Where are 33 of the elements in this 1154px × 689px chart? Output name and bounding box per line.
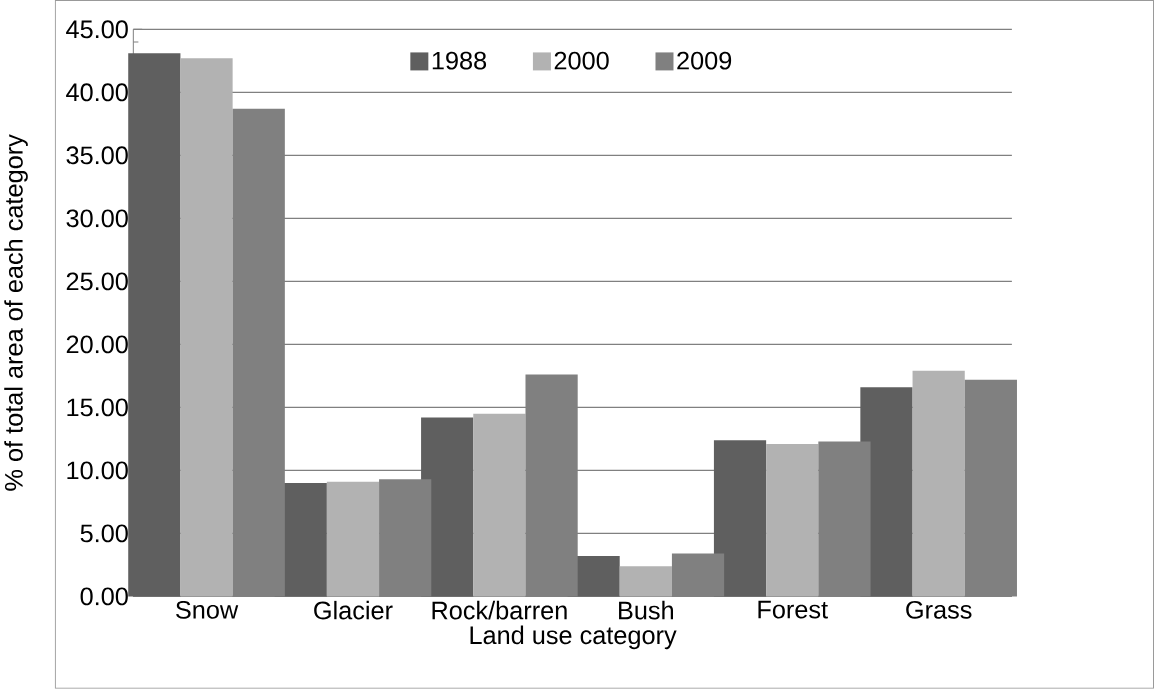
bar — [766, 444, 819, 597]
y-tick-label: 20.00 — [66, 335, 128, 354]
bar — [671, 553, 725, 597]
y-tick-label: 10.00 — [67, 461, 128, 480]
y-tick-label: 25.00 — [66, 272, 128, 291]
x-tick-label: Snow — [176, 601, 239, 619]
bar — [128, 53, 181, 597]
x-tick-label: Rock/barren — [432, 601, 567, 620]
legend-label: 2009 — [677, 51, 732, 70]
y-tick-label: 45.00 — [66, 20, 128, 39]
bar — [713, 440, 767, 597]
y-tick-label: 40.00 — [66, 83, 128, 102]
bar — [473, 413, 526, 597]
bar — [964, 379, 1017, 597]
y-tick-label: 0.00 — [80, 587, 128, 606]
legend-label: 1988 — [432, 51, 487, 70]
bar — [619, 566, 672, 597]
x-tick-label: Forest — [758, 601, 828, 619]
bar — [180, 58, 233, 597]
bar — [379, 479, 432, 597]
bar — [326, 481, 380, 597]
y-tick-label: 30.00 — [66, 209, 128, 228]
legend-label: 2000 — [554, 51, 609, 70]
y-tick-label: 5.00 — [80, 524, 128, 543]
x-axis-title: Land use category — [470, 625, 677, 650]
x-tick-label: Glacier — [314, 601, 393, 620]
y-tick-label: 35.00 — [66, 146, 128, 165]
x-tick-label: Grass — [906, 601, 972, 619]
y-axis-title: % of total area of each category — [4, 134, 28, 491]
bar — [912, 370, 965, 597]
bar — [818, 441, 871, 597]
y-tick-label: 15.00 — [67, 398, 128, 417]
x-tick-label: Bush — [619, 601, 673, 620]
